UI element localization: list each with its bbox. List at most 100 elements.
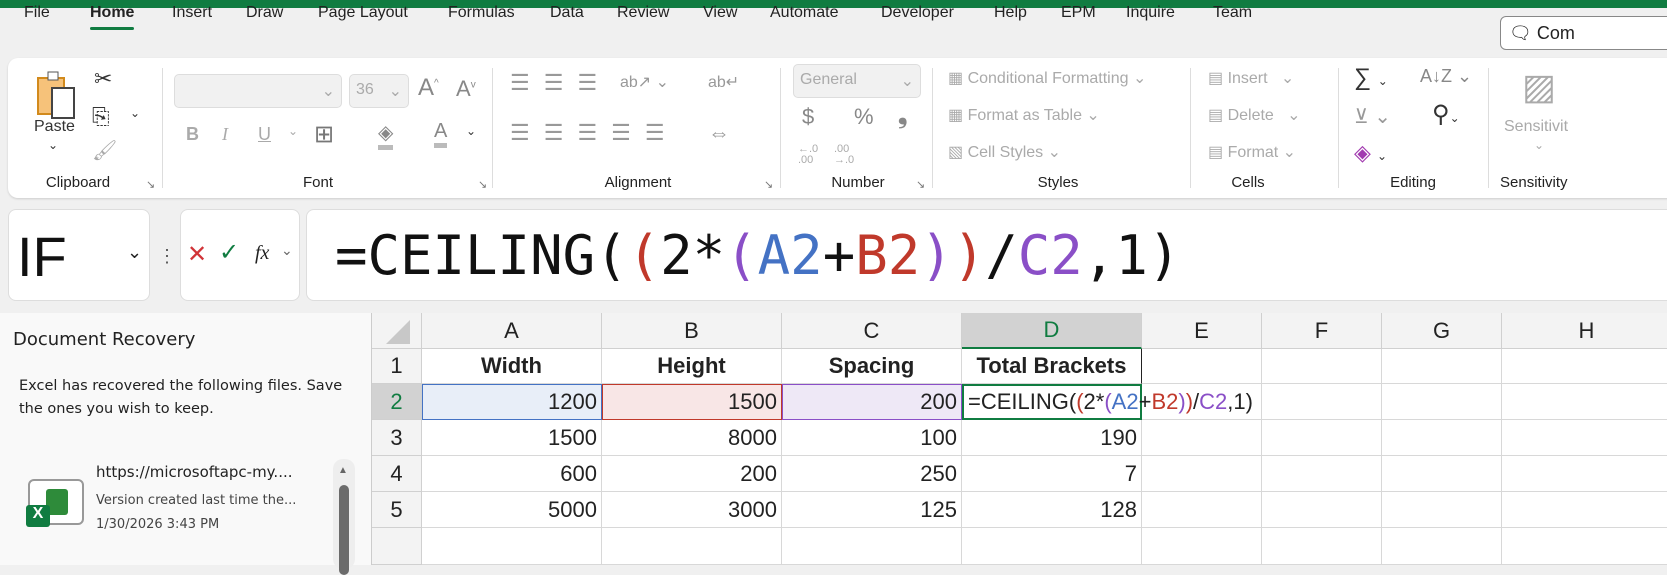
copy-icon[interactable]: ⎘ [92,104,110,129]
comments-button[interactable]: 🗨 Com [1500,16,1667,50]
row-header-1[interactable]: 1 [372,349,422,384]
dialog-launcher-icon[interactable]: ↘ [764,179,774,191]
tab-draw[interactable]: Draw [246,4,284,21]
borders-icon[interactable]: ⊞ [314,121,335,148]
fill-icon[interactable]: ⊻ ⌄ [1354,106,1391,128]
cell-A5[interactable]: 5000 [422,492,602,528]
dialog-launcher-icon[interactable]: ↘ [916,179,926,191]
tab-automate[interactable]: Automate [770,4,839,21]
chevron-down-icon[interactable]: ⌄ [1534,138,1545,152]
bold-button[interactable]: B [186,124,199,144]
enter-icon[interactable]: ✓ [219,239,240,266]
cell-C3[interactable]: 100 [782,420,962,456]
cell-B1[interactable]: Height [602,349,782,384]
dialog-launcher-icon[interactable]: ↘ [478,179,488,191]
underline-button[interactable]: U [258,124,271,144]
cell-F2[interactable] [1262,384,1382,420]
cell-A2[interactable]: 1200 [422,384,602,420]
chevron-down-icon[interactable]: ⌄ [127,242,143,262]
horizontal-align-icons[interactable]: ☰☰☰☰☰ [510,120,679,145]
delete-cells-button[interactable]: ▤ Delete ⌄ [1208,107,1301,124]
row-header-3[interactable]: 3 [372,420,422,456]
cell-A1[interactable]: Width [422,349,602,384]
cell-E4[interactable] [1142,456,1262,492]
cell-H1[interactable] [1502,349,1667,384]
format-as-table-button[interactable]: ▦ Format as Table ⌄ [948,107,1100,124]
cell-G6[interactable] [1382,528,1502,565]
tab-review[interactable]: Review [617,4,670,21]
cell-B3[interactable]: 8000 [602,420,782,456]
tab-insert[interactable]: Insert [172,4,213,21]
column-header-D[interactable]: D [962,313,1142,349]
sort-filter-icon[interactable]: A↓Z ⌄ [1420,66,1473,86]
font-size-select[interactable]: 36 ⌄ [349,74,409,108]
cell-C5[interactable]: 125 [782,492,962,528]
column-header-E[interactable]: E [1142,313,1262,349]
cell-D1[interactable]: Total Brackets [962,349,1142,384]
tab-view[interactable]: View [703,4,738,21]
column-header-A[interactable]: A [422,313,602,349]
cell-C1[interactable]: Spacing [782,349,962,384]
cell-E5[interactable] [1142,492,1262,528]
cell-B4[interactable]: 200 [602,456,782,492]
chevron-down-icon[interactable]: ⌄ [288,124,299,138]
cell-B5[interactable]: 3000 [602,492,782,528]
row-header-2[interactable]: 2 [372,384,422,420]
cell-A3[interactable]: 1500 [422,420,602,456]
row-header-5[interactable]: 5 [372,492,422,528]
chevron-down-icon[interactable]: ⌄ [130,106,141,120]
cell-E6[interactable] [1142,528,1262,565]
chevron-down-icon[interactable]: ⌄ [281,242,293,258]
cell-C4[interactable]: 250 [782,456,962,492]
percent-button[interactable]: % [854,104,874,129]
row-header-4[interactable]: 4 [372,456,422,492]
cell-E2[interactable] [1142,384,1262,420]
chevron-down-icon[interactable]: ⌄ [466,124,477,138]
cell-H6[interactable] [1502,528,1667,565]
cell-G2[interactable] [1382,384,1502,420]
cell-D5[interactable]: 128 [962,492,1142,528]
tab-formulas[interactable]: Formulas [448,4,515,21]
cell-B2[interactable]: 1500 [602,384,782,420]
cell-F1[interactable] [1262,349,1382,384]
cell-styles-button[interactable]: ▧ Cell Styles ⌄ [948,144,1061,161]
cell-G5[interactable] [1382,492,1502,528]
format-cells-button[interactable]: ▤ Format ⌄ [1208,144,1297,161]
tab-data[interactable]: Data [550,4,584,21]
select-all-corner[interactable] [372,313,422,349]
tab-home[interactable]: Home [90,0,135,30]
tab-epm[interactable]: EPM [1061,4,1096,21]
cell-G4[interactable] [1382,456,1502,492]
cell-D3[interactable]: 190 [962,420,1142,456]
orientation-icon[interactable]: ab↗ ⌄ [620,74,670,91]
column-header-C[interactable]: C [782,313,962,349]
cell-H3[interactable] [1502,420,1667,456]
cell-A4[interactable]: 600 [422,456,602,492]
increase-decimal-button[interactable]: ←.0 .00 [798,143,819,166]
column-header-G[interactable]: G [1382,313,1502,349]
cut-icon[interactable]: ✂ [94,66,113,91]
decrease-decimal-button[interactable]: .00 →.0 [834,143,855,166]
cell-D4[interactable]: 7 [962,456,1142,492]
cell-F4[interactable] [1262,456,1382,492]
cancel-icon[interactable]: ✕ [187,241,208,268]
clear-icon[interactable]: ◈ ⌄ [1354,140,1388,165]
increase-font-icon[interactable]: A^ [418,74,439,101]
insert-cells-button[interactable]: ▤ Insert ⌄ [1208,70,1295,87]
format-painter-icon[interactable]: 🖌 [92,140,118,162]
scrollbar-thumb[interactable] [339,485,349,575]
tab-team[interactable]: Team [1213,4,1253,21]
conditional-formatting-button[interactable]: ▦ Conditional Formatting ⌄ [948,70,1147,87]
cell-H2[interactable] [1502,384,1667,420]
merge-center-icon[interactable]: ⇔ [708,120,730,145]
cell-D2[interactable]: =CEILING((2*(A2 + B2)) / C2,1) [962,384,1253,420]
currency-button[interactable]: $ [802,104,815,129]
paste-icon[interactable] [36,70,78,120]
cell-F5[interactable] [1262,492,1382,528]
chevron-down-icon[interactable]: ⌄ [48,138,59,152]
recovered-file-item[interactable]: X https://microsoftapc-my.... Version cr… [0,453,330,565]
font-name-select[interactable]: ⌄ [174,74,342,108]
paste-button[interactable]: Paste [34,118,75,135]
find-icon[interactable]: ⚲⌄ [1432,101,1460,128]
decrease-font-icon[interactable]: Av [456,76,476,101]
